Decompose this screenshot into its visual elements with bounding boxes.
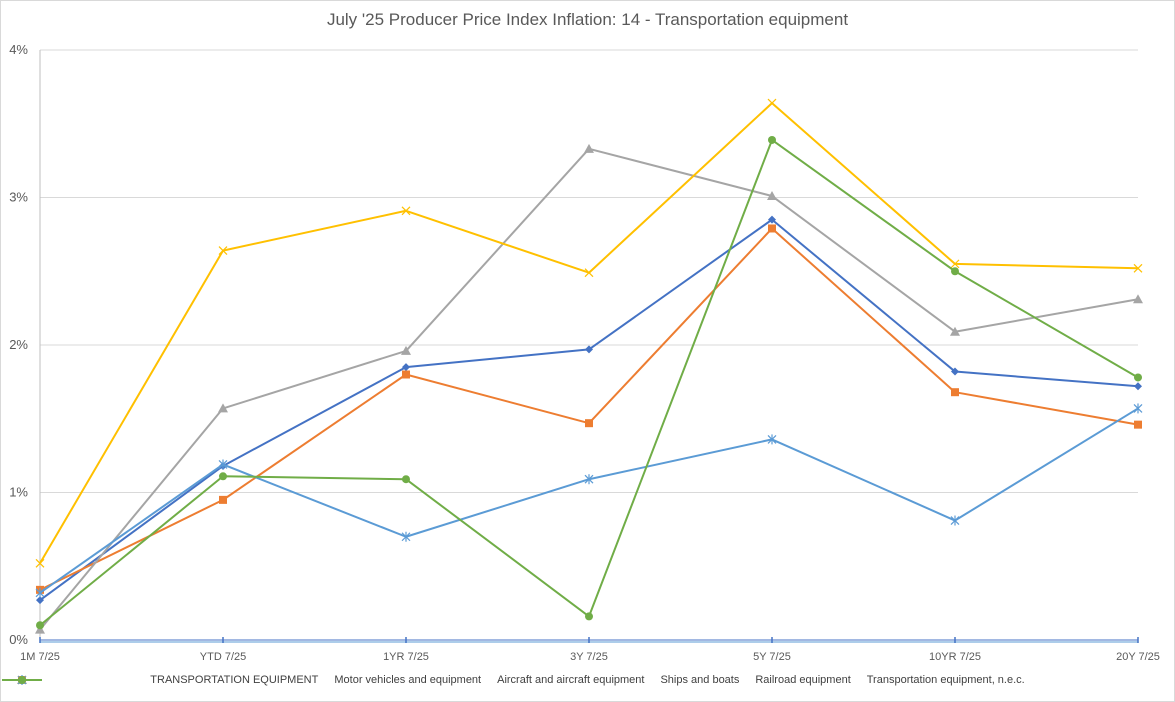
data-point: [767, 98, 777, 108]
data-point: [585, 345, 593, 354]
series-line-1: [39, 218, 1139, 601]
data-point: [219, 472, 227, 481]
y-tick-label: 0%: [9, 632, 28, 647]
x-tick-label: 10YR 7/25: [929, 651, 981, 663]
data-point: [218, 403, 228, 413]
data-point: [768, 215, 776, 224]
legend-item: TRANSPORTATION EQUIPMENT: [2, 674, 319, 686]
series-line-6: [39, 138, 1139, 627]
data-point: [402, 475, 410, 484]
legend-item: Transportation equipment, n.e.c.: [2, 674, 1025, 686]
legend-item: Ships and boats: [2, 674, 740, 686]
data-point: [401, 345, 411, 355]
data-point: [1133, 294, 1143, 304]
legend-label: Motor vehicles and equipment: [334, 674, 482, 686]
data-point: [585, 612, 593, 621]
series-line-4: [39, 102, 1139, 564]
y-tick-label: 4%: [9, 42, 28, 57]
legend-label: Ships and boats: [660, 674, 740, 686]
series-line-3: [39, 147, 1139, 631]
data-point: [767, 191, 777, 201]
data-point: [951, 367, 959, 376]
data-point: [219, 495, 227, 504]
chart-title: July '25 Producer Price Index Inflation:…: [326, 10, 849, 29]
legend-label: TRANSPORTATION EQUIPMENT: [150, 674, 319, 686]
y-tick-label: 3%: [9, 190, 28, 205]
data-point: [1134, 373, 1142, 382]
series-line-5: [39, 407, 1139, 594]
data-point: [36, 621, 44, 630]
data-point: [401, 206, 411, 216]
y-tick-label: 1%: [9, 485, 28, 500]
y-tick-label: 2%: [9, 337, 28, 352]
data-point: [768, 224, 776, 233]
legend-item: Aircraft and aircraft equipment: [2, 674, 645, 686]
data-point: [768, 135, 776, 144]
data-point: [951, 388, 959, 397]
data-point: [584, 474, 594, 485]
data-point: [584, 143, 594, 153]
data-point: [950, 326, 960, 336]
data-point: [951, 267, 959, 276]
data-point: [18, 676, 26, 684]
data-point: [767, 434, 777, 445]
data-point: [218, 459, 228, 470]
legend-item: Railroad equipment: [2, 674, 851, 686]
data-point: [1133, 403, 1143, 414]
data-point: [950, 259, 960, 269]
legend-swatch: [2, 676, 42, 684]
data-point: [585, 419, 593, 428]
data-point: [35, 558, 45, 568]
data-point: [950, 515, 960, 526]
data-point: [402, 363, 410, 372]
data-point: [35, 587, 45, 598]
data-point: [1133, 263, 1143, 273]
data-point: [402, 370, 410, 379]
data-point: [584, 268, 594, 278]
x-tick-label: 1YR 7/25: [383, 651, 429, 663]
data-point: [401, 531, 411, 542]
x-tick-label: YTD 7/25: [200, 651, 246, 663]
x-tick-label: 3Y 7/25: [570, 651, 608, 663]
legend-label: Railroad equipment: [755, 674, 851, 686]
data-point: [1134, 382, 1142, 391]
x-tick-label: 1M 7/25: [20, 651, 60, 663]
x-tick-label: 5Y 7/25: [753, 651, 791, 663]
legend-label: Transportation equipment, n.e.c.: [866, 674, 1025, 686]
data-point: [1134, 420, 1142, 429]
data-point: [218, 246, 228, 256]
legend-item: Motor vehicles and equipment: [2, 674, 482, 686]
data-point: [36, 596, 44, 605]
x-tick-label: 20Y 7/25: [1116, 651, 1160, 663]
chart-legend: TRANSPORTATION EQUIPMENT Motor vehicles a…: [0, 674, 1175, 686]
legend-label: Aircraft and aircraft equipment: [497, 674, 645, 686]
